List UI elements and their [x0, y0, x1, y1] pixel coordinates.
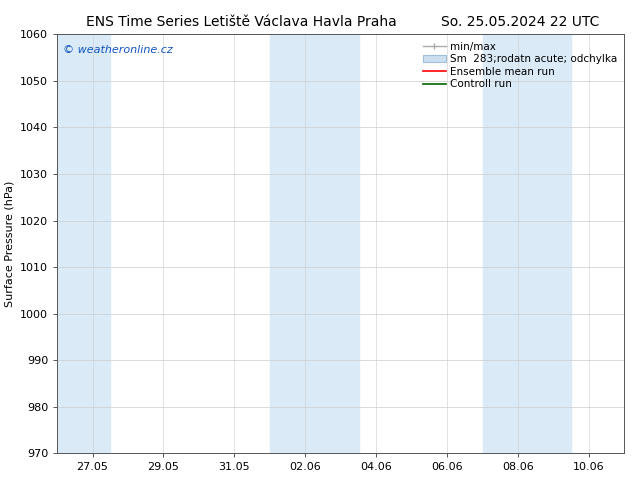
Bar	[270, 34, 358, 453]
Text: So. 25.05.2024 22 UTC: So. 25.05.2024 22 UTC	[441, 15, 599, 29]
Bar	[57, 34, 110, 453]
Y-axis label: Surface Pressure (hPa): Surface Pressure (hPa)	[4, 181, 15, 307]
Text: ENS Time Series Letiště Václava Havla Praha: ENS Time Series Letiště Václava Havla Pr…	[86, 15, 396, 29]
Text: © weatheronline.cz: © weatheronline.cz	[63, 45, 172, 55]
Legend: min/max, Sm  283;rodatn acute; odchylka, Ensemble mean run, Controll run: min/max, Sm 283;rodatn acute; odchylka, …	[421, 40, 619, 92]
Bar	[482, 34, 571, 453]
